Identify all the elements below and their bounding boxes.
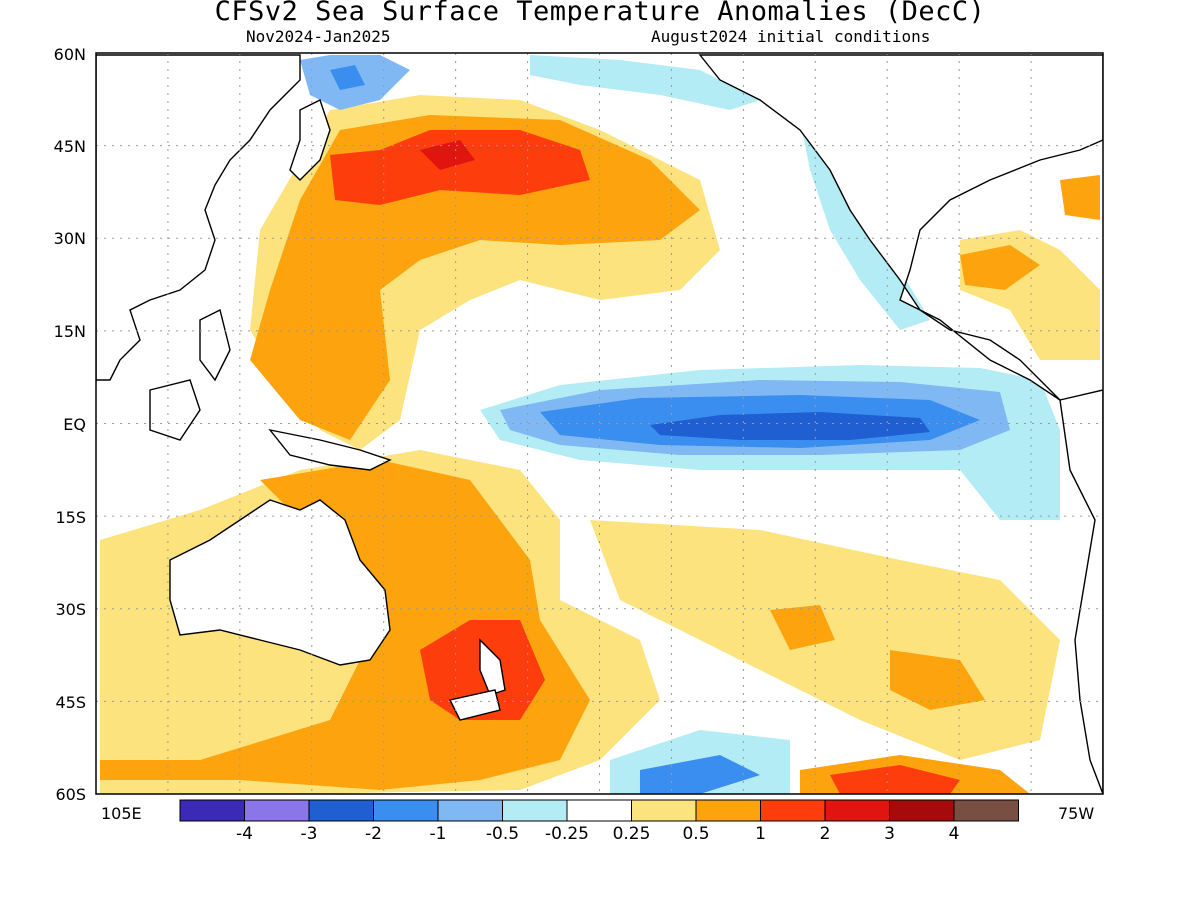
japan-warm-max: [420, 140, 475, 170]
colorbar-tick-label: -2: [365, 824, 382, 844]
alaska-cool-faint: [530, 55, 760, 110]
lat-label-60n: 60N: [53, 45, 86, 64]
colorbar-swatch: [889, 799, 955, 822]
graticule: [96, 53, 1103, 794]
south-america: [1059, 389, 1103, 794]
colorbar-swatch: [760, 799, 826, 822]
new-guinea: [268, 428, 392, 471]
colorbar-swatch: [566, 799, 632, 822]
colorbar-tick-label: 0.25: [612, 824, 651, 844]
colorbar-tick-label: 1: [755, 824, 766, 844]
colorbar-swatch: [244, 799, 310, 822]
map-title: CFSv2 Sea Surface Temperature Anomalies …: [214, 0, 986, 27]
lat-label-30s: 30S: [55, 600, 86, 619]
nw-atlantic-warm: [1060, 175, 1100, 220]
lat-label-15n: 15N: [53, 322, 86, 341]
lat-label-15s: 15S: [55, 508, 86, 527]
okhotsk-cool-core: [330, 65, 365, 90]
lat-label-45n: 45N: [53, 137, 86, 156]
colorbar-swatch: [308, 799, 374, 822]
colorbar-swatch: [179, 799, 245, 822]
new-zealand-south: [448, 689, 501, 721]
colorbar-swatch: [824, 799, 890, 822]
southern-ocean-warm-strong: [830, 765, 960, 794]
lat-label-45s: 45S: [55, 693, 86, 712]
lat-label-eq: EQ: [63, 415, 86, 434]
colorbar-tick-label: -0.5: [485, 824, 520, 844]
colorbar-swatch: [437, 799, 503, 822]
lon-label-east: 75W: [1058, 804, 1095, 823]
se-pacific-warm-mid-a: [770, 605, 835, 650]
enso-cool-strong: [650, 412, 930, 440]
map-frame: [95, 52, 1104, 795]
colorbar-tick-label: -1: [429, 824, 447, 844]
north-america: [698, 54, 1103, 401]
colorbar-swatch: [695, 799, 761, 822]
australia: [169, 499, 391, 666]
colorbar-tick-label: 0.5: [682, 824, 710, 844]
colorbar-tick-label: 2: [819, 824, 831, 844]
colorbar: [179, 799, 1019, 822]
se-pacific-warm-mid-b: [890, 650, 985, 710]
borneo: [149, 379, 201, 441]
anomaly-field: [96, 54, 1103, 794]
colorbar-tick-label: -0.25: [545, 824, 589, 844]
lon-label-west: 105E: [101, 804, 142, 823]
forecast-period: Nov2024-Jan2025: [246, 27, 391, 46]
colorbar-swatch: [631, 799, 697, 822]
lat-label-60s: 60S: [55, 785, 86, 804]
asia-coast: [96, 54, 301, 381]
colorbar-swatch: [373, 799, 439, 822]
colorbar-tick-label: -4: [236, 824, 253, 844]
japan: [289, 99, 331, 181]
colorbar-swatch: [953, 799, 1019, 822]
colorbar-tick-label: 3: [884, 824, 895, 844]
colorbar-swatch: [502, 799, 568, 822]
gulf-warm-mid: [960, 245, 1040, 290]
philippines: [199, 308, 231, 382]
colorbar-tick-label: -3: [300, 824, 318, 844]
new-zealand-north: [479, 638, 506, 696]
initial-conditions: August2024 initial conditions: [651, 27, 931, 46]
kuroshio-warm-strong: [330, 130, 590, 205]
colorbar-tick-label: 4: [948, 824, 960, 844]
continents: [96, 54, 1103, 794]
southern-ocean-cool-mid: [640, 755, 760, 794]
lat-label-30n: 30N: [53, 229, 86, 248]
